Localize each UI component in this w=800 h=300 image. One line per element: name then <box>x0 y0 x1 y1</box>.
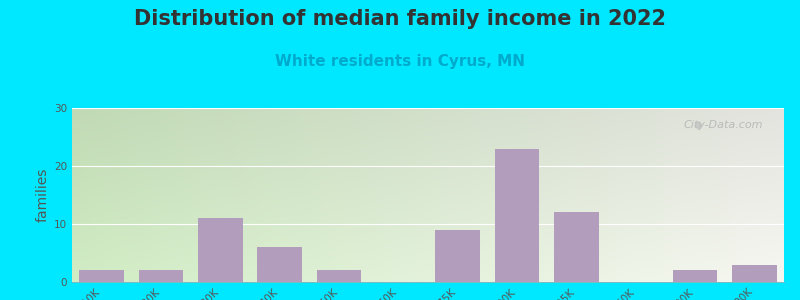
Bar <box>732 265 777 282</box>
Text: Distribution of median family income in 2022: Distribution of median family income in … <box>134 9 666 29</box>
Bar <box>79 270 124 282</box>
Text: ●: ● <box>694 120 702 130</box>
Text: White residents in Cyrus, MN: White residents in Cyrus, MN <box>275 54 525 69</box>
Text: City-Data.com: City-Data.com <box>683 120 762 130</box>
Y-axis label: families: families <box>36 168 50 222</box>
Bar <box>258 247 302 282</box>
Bar <box>673 270 718 282</box>
Bar <box>494 148 539 282</box>
Bar <box>435 230 480 282</box>
Bar <box>554 212 598 282</box>
Bar <box>138 270 183 282</box>
Bar <box>317 270 362 282</box>
Bar <box>198 218 242 282</box>
